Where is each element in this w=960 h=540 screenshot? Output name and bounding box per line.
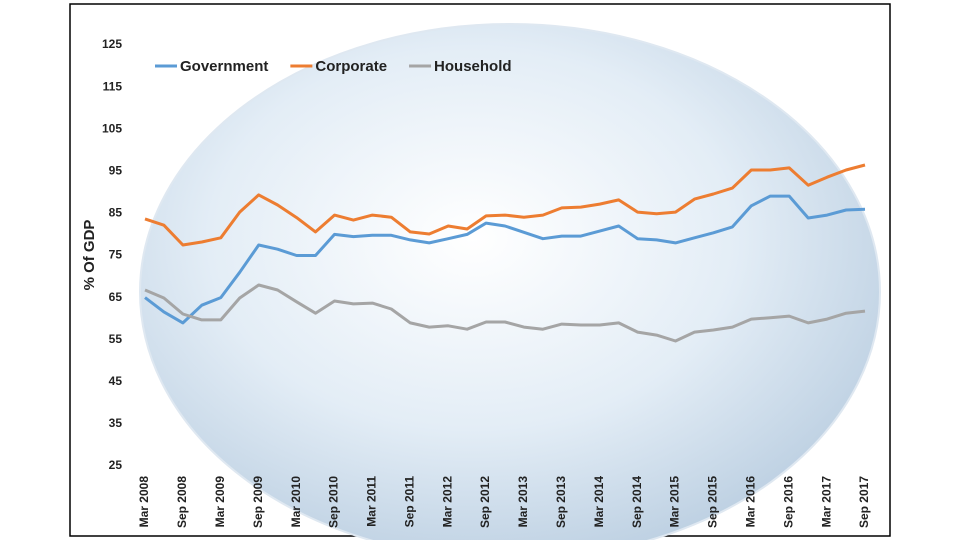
y-tick-label: 75 [109, 248, 123, 262]
x-tick-label: Mar 2012 [440, 476, 454, 528]
y-tick-label: 125 [102, 37, 122, 51]
x-tick-label: Mar 2010 [289, 476, 303, 528]
y-tick-label: 115 [103, 79, 123, 93]
x-tick-label: Mar 2015 [668, 476, 682, 528]
x-tick-label: Sep 2011 [402, 476, 416, 528]
legend-text: Corporate [315, 58, 387, 75]
x-tick-label: Sep 2012 [478, 476, 492, 528]
series-line [144, 283, 866, 343]
x-tick-label: Mar 2013 [516, 476, 530, 528]
legend-text: Government [180, 58, 268, 75]
y-tick-label: 95 [109, 163, 123, 177]
y-tick-label: 65 [109, 290, 123, 304]
y-tick-label: 45 [109, 374, 123, 388]
x-tick-label: Sep 2008 [175, 476, 189, 528]
legend-text: Household [434, 58, 512, 75]
y-tick-label: 55 [109, 332, 123, 346]
x-tick-label: Mar 2014 [592, 476, 606, 528]
x-tick-label: Sep 2014 [630, 476, 644, 528]
series-line [144, 163, 866, 247]
y-tick-label: 35 [109, 416, 123, 430]
y-axis-label: % Of GDP [81, 220, 98, 291]
globe-background [140, 24, 880, 540]
x-tick-label: Sep 2017 [857, 476, 871, 528]
x-tick-label: Mar 2011 [365, 476, 379, 527]
y-tick-label: 25 [109, 458, 123, 472]
x-tick-label: Mar 2016 [743, 476, 757, 528]
y-tick-label: 105 [102, 121, 122, 135]
x-tick-label: Sep 2016 [781, 476, 795, 528]
x-tick-label: Sep 2009 [251, 476, 265, 528]
y-tick-label: 85 [109, 206, 123, 220]
x-tick-label: Mar 2017 [819, 476, 833, 528]
globe-rim [139, 23, 881, 540]
x-tick-label: Mar 2008 [137, 476, 151, 528]
x-tick-label: Sep 2010 [327, 476, 341, 528]
x-tick-label: Mar 2009 [213, 476, 227, 528]
x-tick-label: Sep 2013 [554, 476, 568, 528]
series-line [144, 194, 866, 325]
x-tick-label: Sep 2015 [706, 476, 720, 528]
